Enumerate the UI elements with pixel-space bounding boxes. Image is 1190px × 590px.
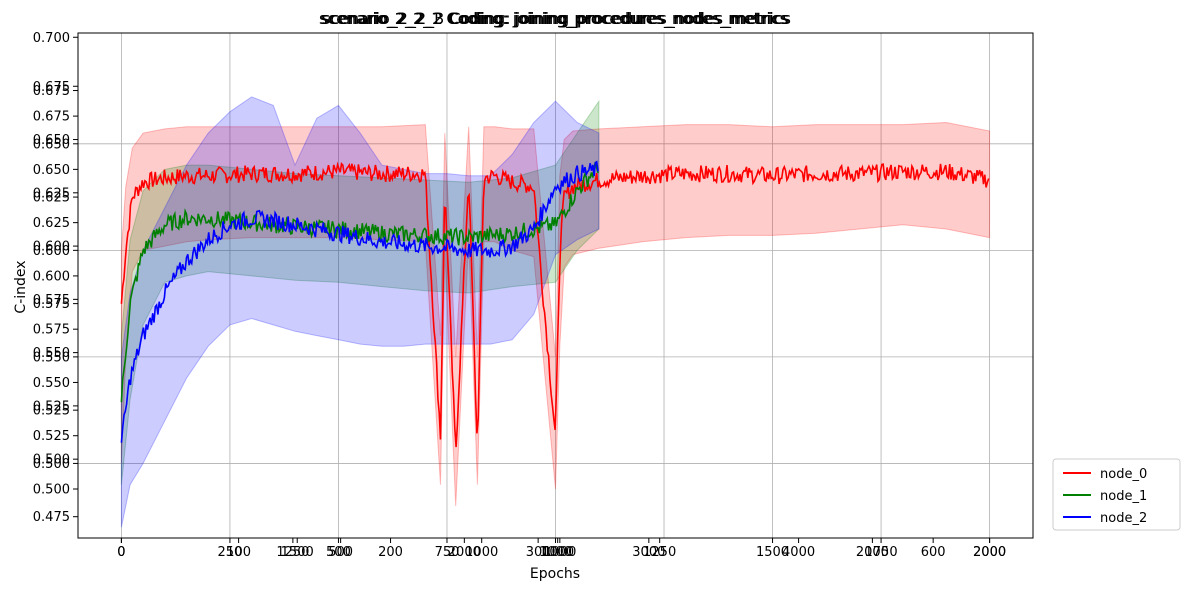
x-tick-label: 2000 <box>856 545 889 560</box>
legend-label-node_1: node_1 <box>1100 489 1147 504</box>
band-node_1 <box>120 99 600 485</box>
y-tick-label: 0.675 <box>33 110 70 125</box>
x-tick-label: 2000 <box>973 545 1006 560</box>
x-tick-label: 1000 <box>543 545 576 560</box>
y-tick-label: 0.650 <box>33 137 70 152</box>
confidence-bands <box>120 96 991 528</box>
x-tick-label: 4000 <box>782 545 815 560</box>
series-lines <box>120 160 990 448</box>
y-tick-label: 0.575 <box>33 297 70 312</box>
y-tick-label: 0.650 <box>33 133 70 148</box>
y-tick-label: 0.525 <box>33 404 70 419</box>
y-tick-label: 0.525 <box>33 399 70 414</box>
y-tick-label: 0.625 <box>33 186 70 201</box>
chart-title: scenario_2_2_2 Coding: joining_procedure… <box>321 9 790 29</box>
x-tick-label: 600 <box>921 545 946 560</box>
chart-title: scenario_2_2_1 Coding: joining_procedure… <box>319 9 788 29</box>
y-tick-label: 0.500 <box>33 482 70 497</box>
y-tick-label: 0.600 <box>33 240 70 255</box>
x-tick-label: 500 <box>326 545 351 560</box>
x-axis-label: Epochs <box>530 566 580 582</box>
band-node_2 <box>120 96 600 528</box>
legend: node_0 node_1 node_2 <box>1052 458 1181 531</box>
y-tick-label: 0.500 <box>33 457 70 472</box>
x-tick-label: 500 <box>328 545 353 560</box>
x-tick-label: 3000 <box>632 545 665 560</box>
y-tick-label: 0.575 <box>33 293 70 308</box>
x-tick-label: 100 <box>226 545 251 560</box>
y-tick-label: 0.500 <box>33 453 70 468</box>
x-tick-label: 1000 <box>465 545 498 560</box>
y-tick-label: 0.550 <box>33 350 70 365</box>
y-tick-label: 0.525 <box>33 429 70 444</box>
x-tick-label: 1250 <box>276 545 309 560</box>
y-tick-label: 0.600 <box>33 269 70 284</box>
x-tick-label: 750 <box>435 545 460 560</box>
x-tick-label: 1250 <box>643 545 676 560</box>
y-tick-label: 0.700 <box>33 31 70 46</box>
series-line-node_2 <box>120 160 599 443</box>
x-tick-label: 1750 <box>865 545 898 560</box>
band-node_0 <box>120 121 991 507</box>
x-tick-label: 1500 <box>756 545 789 560</box>
x-tick-label: 1000 <box>539 545 572 560</box>
legend-label-node_0: node_0 <box>1100 467 1147 482</box>
y-tick-label: 0.550 <box>33 346 70 361</box>
y-tick-label: 0.675 <box>33 80 70 95</box>
y-tick-label: 0.650 <box>33 163 70 178</box>
x-tick-label: 1000 <box>541 545 574 560</box>
y-tick-label: 0.575 <box>33 323 70 338</box>
chart-title: scenario_2_2_3 Coding: joining_procedure… <box>322 9 791 29</box>
y-tick-label: 0.675 <box>33 84 70 99</box>
y-tick-label: 0.625 <box>33 216 70 231</box>
series-line-node_0 <box>120 161 990 448</box>
x-tick-label: 300 <box>526 545 551 560</box>
x-tick-label: 2000 <box>973 545 1006 560</box>
chart-title-group: scenario_2_2_1 Coding: joining_procedure… <box>319 9 791 29</box>
y-tick-label: 0.475 <box>33 510 70 525</box>
x-tick-label: 0 <box>117 545 125 560</box>
y-tick-label: 0.550 <box>33 376 70 391</box>
y-axis-ticks: 0.475 0.500 0.525 0.550 0.575 0.600 0.625 0.650… <box>33 31 78 525</box>
x-tick-label: 0 <box>117 545 125 560</box>
x-tick-label: 200 <box>378 545 403 560</box>
y-tick-label: 0.600 <box>33 244 70 259</box>
y-axis-label: C-index <box>13 260 29 313</box>
x-tick-label: 250 <box>218 545 243 560</box>
y-tick-label: 0.625 <box>33 191 70 206</box>
x-tick-label: 1500 <box>281 545 314 560</box>
legend-box <box>1052 458 1181 531</box>
grid-lines <box>78 33 1033 538</box>
x-tick-label: 2000 <box>448 545 481 560</box>
legend-label-node_2: node_2 <box>1100 511 1147 526</box>
